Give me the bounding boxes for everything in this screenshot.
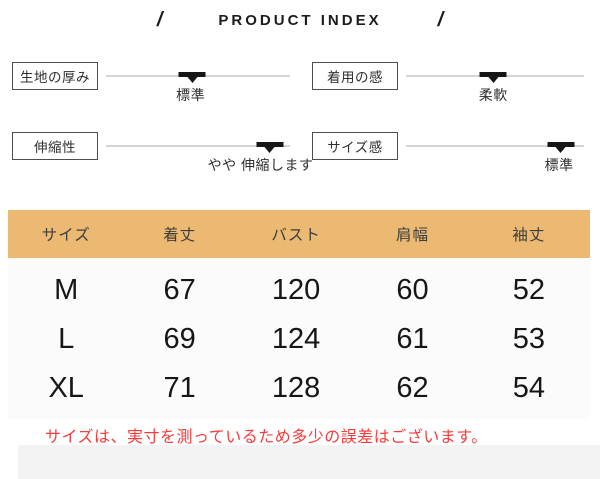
scale-track <box>106 145 290 147</box>
header-cell-size: サイズ <box>41 227 91 244</box>
cell-bust: 120 <box>271 274 321 306</box>
cell-sleeve: 53 <box>512 323 545 355</box>
scale-track <box>406 145 584 147</box>
attribute-label-box: 着用の感 <box>312 62 398 90</box>
scale-marker-icon <box>547 142 575 147</box>
cell-length: 67 <box>163 274 196 306</box>
scale-marker-icon <box>256 142 284 147</box>
attribute-label-box: サイズ感 <box>312 132 398 160</box>
attribute-label-box: 生地の厚み <box>12 62 98 90</box>
cell-shoulder: 62 <box>396 372 429 404</box>
table-row-l: L 69 124 61 53 <box>8 315 590 364</box>
cell-size: L <box>58 323 75 355</box>
scale-value: やや 伸縮します <box>207 157 314 173</box>
header-cell-length: 着丈 <box>163 227 197 244</box>
attribute-scale: 標準 <box>106 62 290 108</box>
header-cell-shoulder: 肩幅 <box>395 227 429 244</box>
attribute-size-feel: サイズ感 標準 <box>312 132 584 178</box>
attribute-scale: 柔軟 <box>406 62 584 108</box>
attribute-stretchability: 伸縮性 やや 伸縮します <box>12 132 313 178</box>
cell-sleeve: 54 <box>512 372 545 404</box>
attribute-scale: 標準 <box>406 132 584 178</box>
size-table: サイズ 着丈 バスト 肩幅 袖丈 M 67 120 60 52 L 69 124… <box>8 210 590 419</box>
attribute-scale: やや 伸縮します <box>106 132 313 178</box>
cell-size: XL <box>48 372 84 404</box>
cell-sleeve: 52 <box>512 274 545 306</box>
slash-decoration-right: / <box>437 9 444 31</box>
cell-length: 69 <box>163 323 196 355</box>
header-cell-sleeve: 袖丈 <box>512 227 546 244</box>
page-title: PRODUCT INDEX <box>218 12 382 29</box>
scale-marker-icon <box>479 72 507 77</box>
header-cell-bust: バスト <box>271 227 321 244</box>
size-table-body: M 67 120 60 52 L 69 124 61 53 XL 71 128 … <box>8 258 590 419</box>
attribute-label: サイズ感 <box>327 140 383 155</box>
cell-shoulder: 60 <box>396 274 429 306</box>
cell-bust: 124 <box>271 323 321 355</box>
table-row-xl: XL 71 128 62 54 <box>8 364 590 413</box>
size-table-header: サイズ 着丈 バスト 肩幅 袖丈 <box>8 210 590 258</box>
attribute-fabric-thickness: 生地の厚み 標準 <box>12 62 290 108</box>
cell-bust: 128 <box>271 372 321 404</box>
cell-size: M <box>54 274 79 306</box>
table-row-m: M 67 120 60 52 <box>8 266 590 315</box>
cell-length: 71 <box>163 372 196 404</box>
bottom-shade <box>18 445 600 479</box>
attribute-label: 伸縮性 <box>34 140 76 155</box>
scale-value: 柔軟 <box>478 87 508 103</box>
scale-value: 標準 <box>176 87 206 103</box>
attribute-label: 着用の感 <box>327 70 383 85</box>
scale-value: 標準 <box>544 157 574 173</box>
size-disclaimer: サイズは、実寸を測っているため多少の誤差はございます。 <box>45 429 488 446</box>
slash-decoration-left: / <box>156 9 163 31</box>
product-index-header: / PRODUCT INDEX / <box>0 9 600 32</box>
scale-marker-icon <box>178 72 206 77</box>
attribute-label: 生地の厚み <box>20 70 90 85</box>
cell-shoulder: 61 <box>396 323 429 355</box>
attribute-label-box: 伸縮性 <box>12 132 98 160</box>
attribute-wearing-feel: 着用の感 柔軟 <box>312 62 584 108</box>
